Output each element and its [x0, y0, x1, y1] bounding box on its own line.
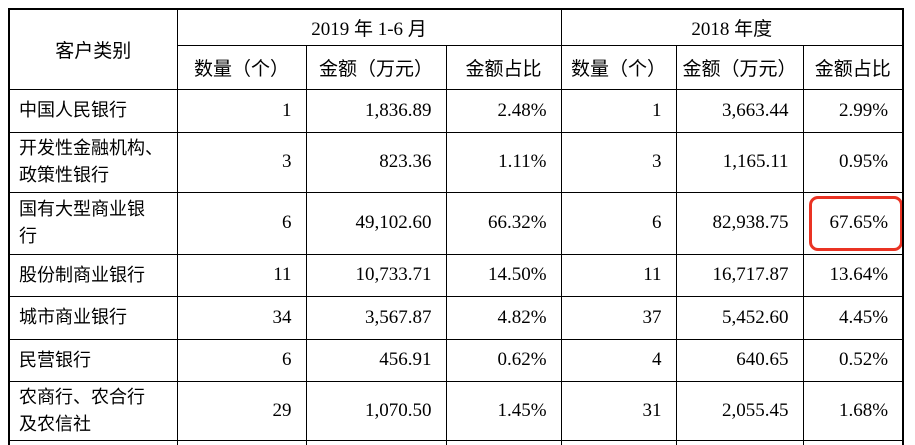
share-2019-cell: 4.82%	[445, 295, 562, 340]
share-2019-cell: 66.32%	[445, 191, 562, 255]
customer-category-cell: 开发性金融机构、 政策性银行	[8, 131, 178, 193]
share-2018-cell	[802, 439, 904, 445]
header-period-2019: 2019 年 1-6 月	[176, 8, 562, 46]
amount-2019-cell: 1,070.50	[305, 380, 447, 441]
share-2019-cell: 0.62%	[445, 338, 562, 382]
customer-category-table-wrapper: 客户类别 2019 年 1-6 月 2018 年度 数量（个） 金额（万元） 金…	[8, 8, 908, 445]
count-2019-cell: 6	[176, 338, 307, 382]
highlight-annotation-box	[808, 195, 903, 251]
amount-2019-cell: 49,102.60	[305, 191, 447, 255]
count-2019-cell: 3	[176, 131, 307, 193]
amount-2019-cell: 3,567.87	[305, 295, 447, 340]
count-2019-cell: 6	[176, 191, 307, 255]
count-2018-cell: 1	[560, 88, 677, 133]
customer-category-cell: 农商行、农合行 及农信社	[8, 380, 178, 441]
count-2018-cell: 11	[560, 253, 677, 297]
count-2018-cell: 31	[560, 380, 677, 441]
header-count-2018: 数量（个）	[560, 44, 677, 90]
share-2018-cell: 0.95%	[802, 131, 904, 193]
share-2018-cell: 13.64%	[802, 253, 904, 297]
amount-2018-cell: 82,938.75	[675, 191, 804, 255]
count-2019-cell	[176, 439, 307, 445]
share-2019-cell: 2.48%	[445, 88, 562, 133]
table-body-partial	[8, 439, 904, 445]
share-2018-cell: 4.45%	[802, 295, 904, 340]
table-row: 民营银行 6 456.91 0.62% 4 640.65 0.52%	[8, 338, 904, 382]
table-row: 股份制商业银行 11 10,733.71 14.50% 11 16,717.87…	[8, 253, 904, 297]
header-row-metrics: 数量（个） 金额（万元） 金额占比 数量（个） 金额（万元） 金额占比	[9, 44, 904, 90]
amount-2019-cell: 10,733.71	[305, 253, 447, 297]
count-2019-cell: 1	[176, 88, 307, 133]
share-2019-cell: 1.11%	[445, 131, 562, 193]
count-2019-cell: 34	[176, 295, 307, 340]
amount-2018-cell: 1,165.11	[675, 131, 804, 193]
table-row: 农商行、农合行 及农信社 29 1,070.50 1.45% 31 2,055.…	[8, 380, 904, 441]
share-2018-cell: 67.65%	[802, 191, 904, 255]
table-row: 城市商业银行 34 3,567.87 4.82% 37 5,452.60 4.4…	[8, 295, 904, 340]
header-share-2018: 金额占比	[802, 44, 904, 90]
count-2018-cell: 4	[560, 338, 677, 382]
amount-2018-cell	[675, 439, 804, 445]
header-count-2019: 数量（个）	[176, 44, 307, 90]
header-share-2019: 金额占比	[445, 44, 562, 90]
amount-2019-cell: 456.91	[305, 338, 447, 382]
share-2019-cell: 14.50%	[445, 253, 562, 297]
amount-2018-cell: 5,452.60	[675, 295, 804, 340]
amount-2018-cell: 2,055.45	[675, 380, 804, 441]
amount-2018-cell: 3,663.44	[675, 88, 804, 133]
share-2018-cell: 1.68%	[802, 380, 904, 441]
share-2018-cell: 2.99%	[802, 88, 904, 133]
customer-category-cell: 城市商业银行	[8, 295, 178, 340]
amount-2019-cell	[305, 439, 447, 445]
header-row-periods: 客户类别 2019 年 1-6 月 2018 年度	[8, 8, 904, 90]
customer-category-cell	[8, 439, 178, 445]
table-body: 中国人民银行 1 1,836.89 2.48% 1 3,663.44 2.99%…	[8, 88, 904, 441]
count-2018-cell: 37	[560, 295, 677, 340]
amount-2018-cell: 640.65	[675, 338, 804, 382]
table-row: 开发性金融机构、 政策性银行 3 823.36 1.11% 3 1,165.11…	[8, 131, 904, 193]
header-period-2018: 2018 年度	[560, 8, 904, 46]
customer-category-cell: 股份制商业银行	[8, 253, 178, 297]
customer-category-table: 客户类别 2019 年 1-6 月 2018 年度 数量（个） 金额（万元） 金…	[8, 8, 905, 445]
count-2019-cell: 29	[176, 380, 307, 441]
customer-category-cell: 国有大型商业银 行	[8, 191, 178, 255]
share-2018-cell: 0.52%	[802, 338, 904, 382]
header-amount-2019: 金额（万元）	[305, 44, 447, 90]
table-row: 中国人民银行 1 1,836.89 2.48% 1 3,663.44 2.99%	[8, 88, 904, 133]
amount-2019-cell: 823.36	[305, 131, 447, 193]
table-row-partial	[8, 439, 904, 445]
count-2018-cell	[560, 439, 677, 445]
count-2018-cell: 6	[560, 191, 677, 255]
header-amount-2018: 金额（万元）	[675, 44, 804, 90]
table-row: 国有大型商业银 行 6 49,102.60 66.32% 6 82,938.75…	[8, 191, 904, 255]
table-header: 客户类别 2019 年 1-6 月 2018 年度 数量（个） 金额（万元） 金…	[8, 8, 904, 90]
amount-2018-cell: 16,717.87	[675, 253, 804, 297]
customer-category-cell: 民营银行	[8, 338, 178, 382]
count-2019-cell: 11	[176, 253, 307, 297]
share-2019-cell	[445, 439, 562, 445]
share-2019-cell: 1.45%	[445, 380, 562, 441]
count-2018-cell: 3	[560, 131, 677, 193]
customer-category-cell: 中国人民银行	[8, 88, 178, 133]
amount-2019-cell: 1,836.89	[305, 88, 447, 133]
header-customer-category: 客户类别	[8, 8, 178, 90]
